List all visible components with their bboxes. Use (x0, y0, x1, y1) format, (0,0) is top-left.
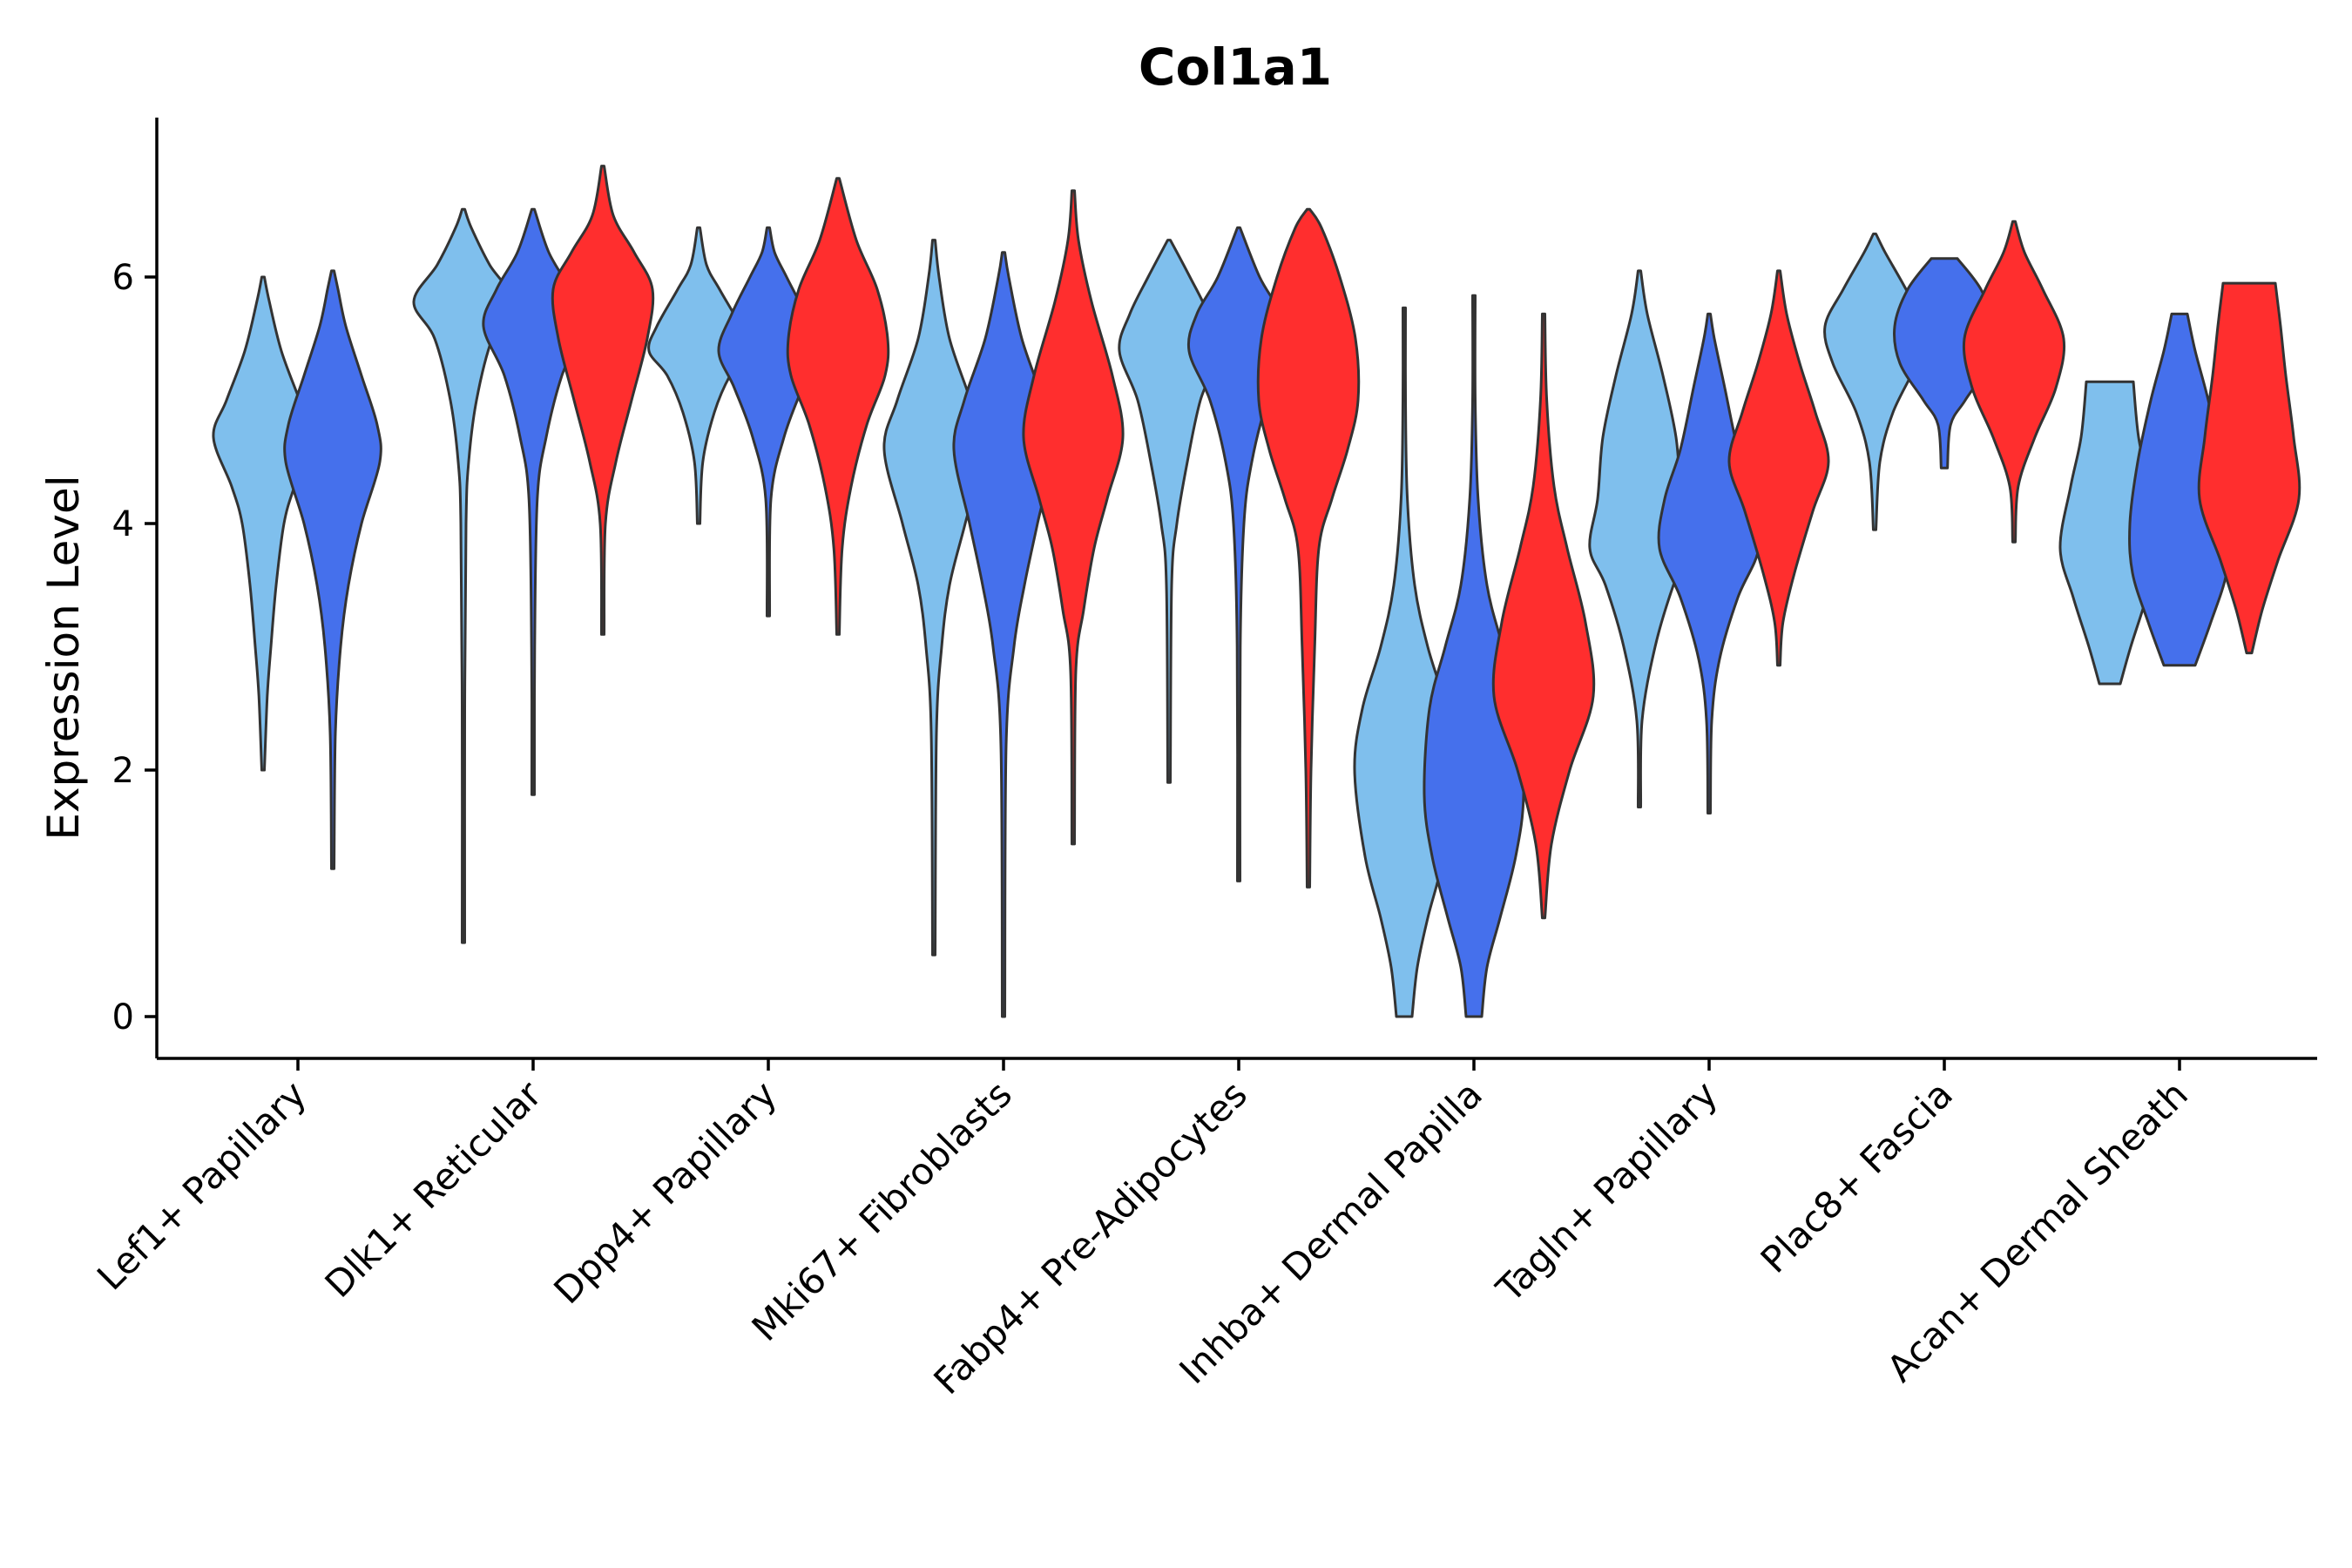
chart-title: Col1a1 (1139, 37, 1332, 97)
violin-group-c (2197, 281, 2301, 655)
x-tick-label: Plac8+ Fascia (1753, 1072, 1961, 1281)
violin-group-a (1588, 269, 1691, 808)
violin-group-c (1256, 207, 1361, 889)
violin-group-a (647, 226, 750, 525)
violin-group-c (551, 165, 655, 636)
violin-group-c (1022, 189, 1125, 846)
x-tick-label: Tagln+ Papillary (1488, 1072, 1726, 1310)
violin-group-a (412, 207, 515, 944)
violin-group-b (482, 207, 585, 796)
violin-group-c (1962, 220, 2066, 544)
violin-group-b (1657, 312, 1761, 814)
violin-group-b (1423, 294, 1525, 1018)
violin-group-b (283, 269, 382, 870)
violin-group-a (212, 275, 314, 772)
violin-group-b (1893, 257, 1996, 470)
y-tick-label: 0 (112, 997, 134, 1037)
violin-group-c (1727, 269, 1830, 667)
violins-layer (212, 165, 2301, 1018)
x-tick-label: Lef1+ Papillary (89, 1072, 314, 1298)
y-axis-label: Expression Level (38, 475, 89, 840)
violin-group-a (882, 239, 985, 956)
violin-group-c (1491, 312, 1596, 920)
violin-group-a (1118, 239, 1220, 784)
x-tick-label: Dlk1+ Reticular (317, 1072, 551, 1306)
y-tick-label: 2 (112, 751, 134, 791)
x-tick-label: Mki67+ Fibroblasts (744, 1072, 1020, 1348)
violin-group-c (786, 177, 890, 636)
violin-group-a (1353, 306, 1456, 1018)
x-tick-label: Dpp4+ Papillary (545, 1072, 785, 1312)
y-tick-label: 4 (112, 504, 134, 544)
y-tick-label: 6 (112, 258, 134, 298)
